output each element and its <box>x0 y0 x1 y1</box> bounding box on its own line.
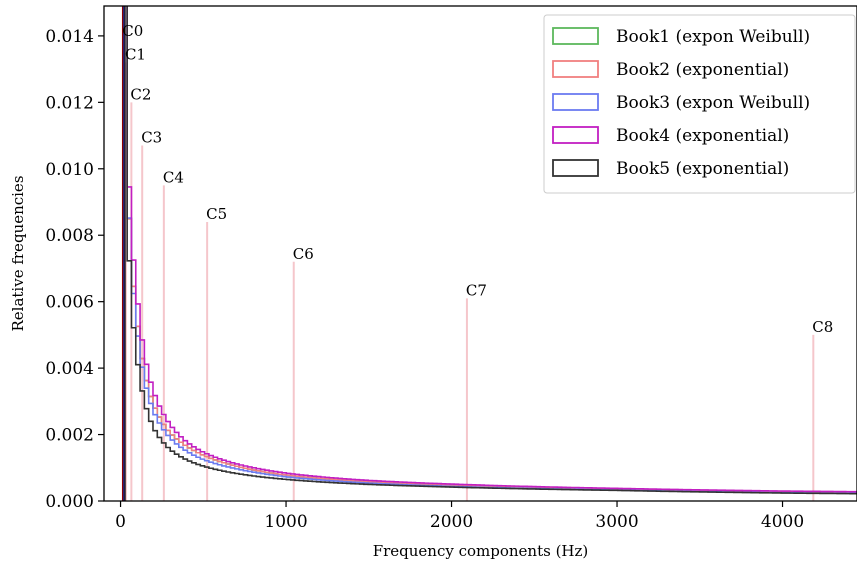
annotation-label-c1: C1 <box>125 45 146 63</box>
legend-swatch-3 <box>552 93 599 111</box>
annotation-label-c0: C0 <box>122 22 143 40</box>
annotation-label-c2: C2 <box>130 85 151 103</box>
y-tick-label: 0.008 <box>45 226 94 246</box>
y-tick-label: 0.010 <box>45 160 94 180</box>
y-tick-label: 0.014 <box>45 27 94 47</box>
legend-swatch-4 <box>552 126 599 144</box>
annotation-label-c6: C6 <box>293 245 314 263</box>
y-axis-ticks: 0.000 0.002 0.004 0.006 0.008 0.010 0.012 0.014 <box>45 27 104 512</box>
legend-label-1: Book1 (expon Weibull) <box>616 27 810 47</box>
legend-label-2: Book2 (exponential) <box>616 60 789 80</box>
spike-lines <box>121 6 126 501</box>
annotation-label-c3: C3 <box>141 129 162 147</box>
x-axis-ticks: 0 1000 2000 3000 4000 <box>115 501 804 532</box>
y-tick-label: 0.000 <box>45 492 94 512</box>
annotation-labels: C0 C1 C2 C3 C4 C5 C6 C7 C8 <box>122 22 833 336</box>
annotation-label-c4: C4 <box>163 168 184 186</box>
y-tick-label: 0.002 <box>45 426 94 446</box>
x-tick-label: 3000 <box>595 512 638 532</box>
legend-swatch-5 <box>552 159 599 177</box>
plot-frame <box>103 5 857 502</box>
series-line-5 <box>126 6 857 495</box>
annotation-label-c5: C5 <box>206 205 227 223</box>
series-line-4 <box>126 6 857 493</box>
x-tick-label: 1000 <box>264 512 307 532</box>
x-tick-label: 2000 <box>430 512 473 532</box>
legend-label-4: Book4 (exponential) <box>616 126 789 146</box>
y-tick-label: 0.012 <box>45 93 94 113</box>
x-tick-label: 4000 <box>761 512 804 532</box>
annotation-label-c8: C8 <box>812 318 833 336</box>
annotation-label-c7: C7 <box>466 281 487 299</box>
y-tick-label: 0.006 <box>45 293 94 313</box>
legend-box <box>543 14 856 194</box>
y-tick-label: 0.004 <box>45 359 94 379</box>
legend-swatch-2 <box>552 60 599 78</box>
x-axis-label: Frequency components (Hz) <box>373 542 589 560</box>
legend: Book1 (expon Weibull) Book2 (exponential)… <box>543 14 856 194</box>
legend-label-5: Book5 (exponential) <box>616 159 789 179</box>
legend-label-3: Book3 (expon Weibull) <box>616 93 810 113</box>
y-axis-label: Relative frequencies <box>9 175 27 331</box>
series-lines <box>126 6 857 495</box>
legend-swatch-1 <box>552 27 599 45</box>
x-tick-label: 0 <box>115 512 126 532</box>
